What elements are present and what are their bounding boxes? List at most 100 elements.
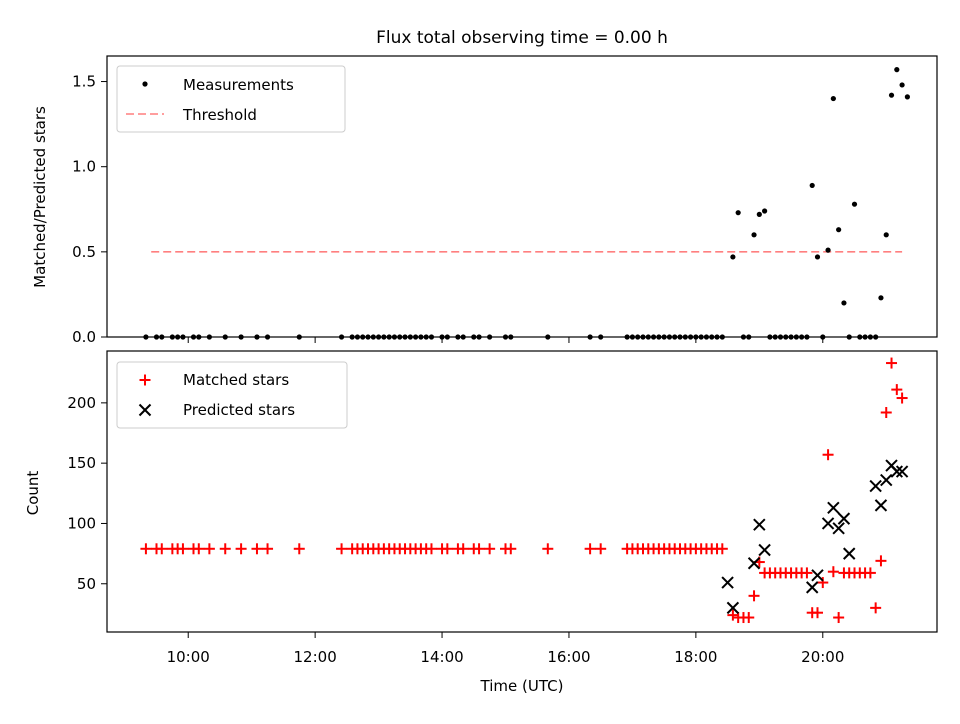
y-tick-label: 1.5: [72, 73, 96, 91]
legend-predicted-marker: [138, 403, 152, 417]
bottom-x-ticks: 10:00 12:00 14:00 16:00 18:00 20:00: [167, 632, 844, 666]
matched-star-point: [822, 449, 834, 461]
measurement-point: [222, 334, 228, 340]
measurement-point: [814, 254, 821, 260]
y-tick-label: 200: [67, 394, 96, 412]
measurement-point: [476, 334, 482, 340]
matched-star-point: [425, 543, 437, 555]
measurement-point: [767, 334, 773, 340]
legend-matched-label: Matched stars: [183, 371, 289, 389]
measurement-point: [714, 334, 720, 340]
predicted-star-point: [747, 557, 761, 570]
y-tick-label: 50: [77, 575, 96, 593]
measurement-point: [365, 334, 371, 340]
measurement-point: [730, 254, 736, 260]
legend-matched-marker: [139, 374, 151, 386]
measurement-point: [867, 334, 873, 340]
predicted-star-point: [890, 465, 904, 478]
measurement-point: [635, 334, 641, 340]
measurement-point: [746, 334, 752, 340]
measurement-point: [375, 334, 382, 340]
measurement-point: [650, 334, 657, 340]
measurement-point: [545, 334, 551, 340]
measurement-point: [624, 334, 630, 340]
measurement-point: [444, 334, 450, 340]
measurement-point: [397, 334, 403, 340]
legend-predicted-label: Predicted stars: [183, 401, 295, 419]
top-panel: 0.0 0.5 1.0 1.5 Matched/Predicted stars Mea…: [31, 55, 938, 346]
measurement-point: [391, 334, 398, 340]
measurement-point: [904, 94, 910, 100]
measurement-point: [666, 334, 673, 340]
measurement-point: [460, 334, 466, 340]
measurement-point: [698, 334, 704, 340]
matched-star-point: [203, 543, 215, 555]
measurement-point: [703, 334, 710, 340]
measurement-point: [894, 67, 900, 73]
measurement-point: [783, 334, 789, 340]
top-y-ticks: 0.0 0.5 1.0 1.5: [72, 73, 107, 346]
matched-star-point: [336, 543, 348, 555]
measurement-point: [756, 211, 762, 217]
measurement-point: [788, 334, 794, 340]
measurement-point: [159, 334, 165, 340]
matched-star-point: [886, 357, 898, 369]
measurement-point: [677, 334, 683, 340]
measurement-point: [809, 182, 815, 189]
measurement-point: [777, 334, 784, 340]
measurement-point: [751, 232, 757, 238]
x-tick-label: 16:00: [547, 648, 590, 666]
measurement-point: [672, 334, 678, 340]
measurement-point: [762, 208, 768, 214]
measurement-point: [899, 82, 905, 88]
measurement-point: [238, 334, 244, 340]
measurement-point: [846, 334, 852, 340]
measurement-point: [825, 247, 831, 253]
chart-title: Flux total observing time = 0.00 h: [376, 28, 668, 48]
y-tick-label: 1.0: [72, 158, 96, 176]
measurement-point: [418, 334, 424, 340]
matched-star-point: [827, 566, 839, 578]
measurement-point: [640, 334, 646, 340]
measurement-point: [487, 334, 493, 340]
measurement-point: [354, 334, 361, 340]
measurement-point: [439, 334, 445, 340]
predicted-star-points: [721, 459, 909, 615]
matched-star-point: [441, 543, 453, 555]
x-tick-label: 14:00: [420, 648, 463, 666]
measurement-points: [143, 67, 910, 340]
matched-star-point: [875, 555, 887, 567]
measurement-point: [428, 334, 435, 340]
measurement-point: [471, 334, 477, 340]
measurement-point: [836, 227, 842, 233]
measurement-point: [386, 334, 392, 340]
bottom-panel: 50 100 150 200 10:00 12:00 14:00 16:00 18:00 20:…: [24, 350, 938, 695]
bottom-legend-box: [116, 361, 348, 429]
top-legend: Measurements Threshold: [116, 65, 346, 133]
x-axis-label: Time (UTC): [480, 677, 564, 695]
matched-star-point: [293, 543, 305, 555]
bottom-y-ticks: 50 100 150 200: [67, 394, 107, 593]
measurement-point: [873, 334, 879, 340]
measurement-point: [264, 334, 271, 340]
measurement-point: [709, 334, 715, 340]
measurement-point: [661, 334, 667, 340]
measurement-point: [190, 334, 197, 340]
measurement-point: [820, 334, 826, 340]
matched-star-point: [473, 543, 485, 555]
matched-star-point: [584, 543, 596, 555]
predicted-star-point: [721, 576, 734, 589]
predicted-star-point: [726, 601, 740, 615]
bottom-plot-frame: [106, 350, 938, 633]
matched-star-point: [891, 384, 903, 396]
matched-star-point: [505, 543, 517, 555]
measurement-point: [423, 334, 429, 340]
matched-star-point: [864, 567, 876, 579]
measurement-point: [862, 334, 868, 340]
measurement-point: [793, 334, 799, 340]
y-tick-label: 100: [67, 514, 96, 532]
predicted-star-point: [837, 512, 851, 525]
legend-plus-marker: [139, 374, 151, 386]
y-tick-label: 0.5: [72, 243, 96, 261]
